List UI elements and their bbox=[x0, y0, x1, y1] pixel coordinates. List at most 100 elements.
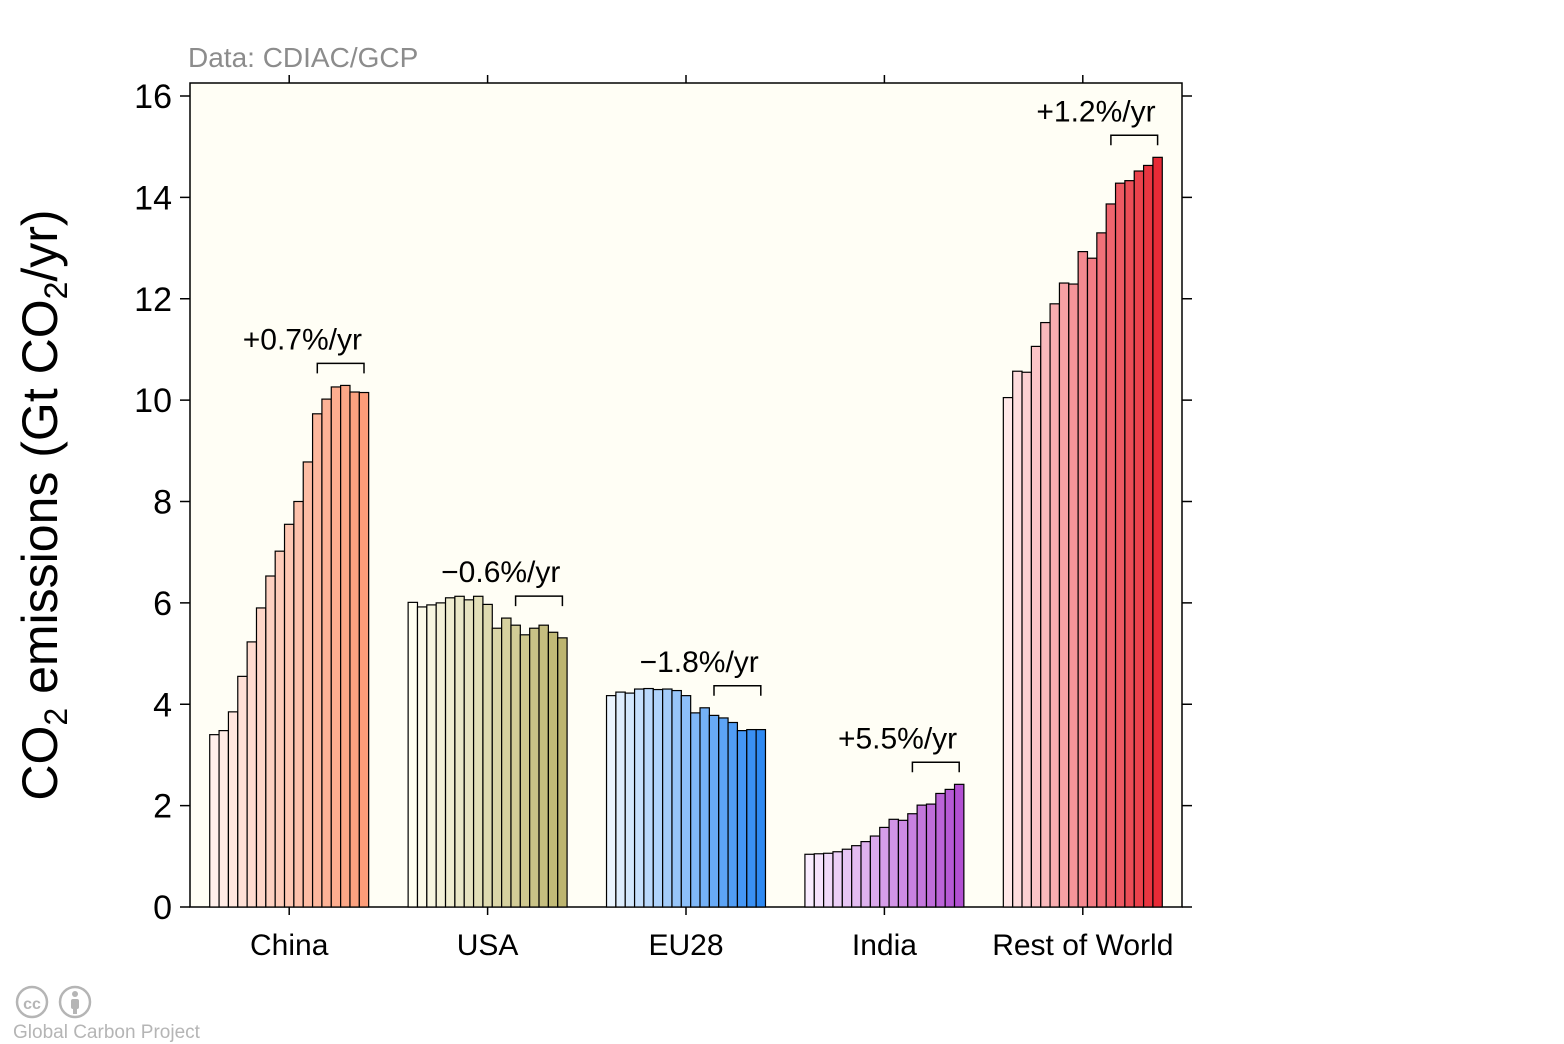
bar-india-5 bbox=[841, 848, 853, 908]
bar-eu28-6 bbox=[652, 688, 664, 908]
growth-bracket bbox=[316, 362, 365, 374]
category-label: USA bbox=[457, 929, 519, 962]
bar-india-6 bbox=[851, 845, 862, 908]
bar-rest-of-world-17 bbox=[1152, 156, 1163, 908]
bar-china-13 bbox=[321, 398, 332, 908]
y-tick-label: 6 bbox=[153, 585, 172, 623]
credit-text: Global Carbon Project bbox=[13, 1022, 201, 1043]
growth-rate-label: +5.5%/yr bbox=[838, 722, 957, 755]
bar-india-13 bbox=[916, 804, 928, 908]
bar-eu28-4 bbox=[633, 688, 645, 908]
bar-usa-4 bbox=[435, 602, 447, 908]
bar-china-9 bbox=[283, 523, 295, 908]
bar-rest-of-world-2 bbox=[1012, 370, 1023, 908]
bar-china-10 bbox=[293, 500, 304, 908]
bar-india-15 bbox=[935, 792, 946, 908]
bar-eu28-8 bbox=[671, 689, 682, 908]
bar-china-17 bbox=[358, 391, 370, 908]
bar-india-2 bbox=[813, 853, 825, 908]
bar-india-17 bbox=[953, 783, 965, 908]
category-label: Rest of World bbox=[992, 929, 1173, 962]
bar-eu28-12 bbox=[708, 714, 720, 908]
cc-icon: cc bbox=[15, 985, 49, 1019]
bar-rest-of-world-12 bbox=[1105, 203, 1117, 908]
bar-rest-of-world-13 bbox=[1114, 182, 1126, 908]
bar-rest-of-world-16 bbox=[1142, 164, 1154, 908]
bar-eu28-13 bbox=[718, 717, 729, 908]
bar-eu28-17 bbox=[755, 728, 767, 908]
y-axis-title-sub: 2 bbox=[38, 708, 74, 726]
bar-rest-of-world-1 bbox=[1002, 396, 1014, 908]
bar-eu28-7 bbox=[662, 688, 673, 908]
attribution-icon bbox=[58, 985, 92, 1019]
growth-rate-label: +0.7%/yr bbox=[243, 323, 362, 356]
bar-china-4 bbox=[237, 675, 248, 908]
y-tick-label: 4 bbox=[153, 686, 172, 724]
bar-india-16 bbox=[944, 788, 956, 908]
y-axis-title-sub2: 2 bbox=[38, 282, 74, 300]
y-tick-label: 16 bbox=[134, 78, 172, 116]
growth-rate-label: +1.2%/yr bbox=[1036, 95, 1155, 128]
bar-china-8 bbox=[274, 550, 286, 908]
bar-usa-14 bbox=[529, 627, 540, 908]
bar-rest-of-world-6 bbox=[1049, 303, 1061, 908]
growth-bracket bbox=[911, 761, 960, 773]
bar-china-12 bbox=[311, 413, 323, 908]
bar-china-15 bbox=[340, 384, 351, 908]
bar-china-16 bbox=[349, 391, 360, 908]
bar-china-11 bbox=[302, 461, 314, 908]
y-tick-label: 0 bbox=[153, 889, 172, 927]
bar-rest-of-world-10 bbox=[1086, 257, 1098, 908]
growth-bracket bbox=[1110, 134, 1159, 146]
bars-layer bbox=[209, 156, 1163, 908]
bar-eu28-2 bbox=[615, 691, 626, 908]
bar-rest-of-world-5 bbox=[1040, 321, 1051, 908]
bar-rest-of-world-8 bbox=[1068, 283, 1079, 908]
bar-china-6 bbox=[255, 607, 267, 908]
bar-rest-of-world-11 bbox=[1096, 232, 1107, 908]
bar-eu28-3 bbox=[624, 692, 636, 908]
bar-usa-12 bbox=[510, 624, 521, 908]
axes-layer: China USA EU28 India Rest of World 0 2 4 6 8 10 12 1… bbox=[134, 75, 1192, 962]
growth-rate-label: −0.6%/yr bbox=[441, 556, 560, 589]
bar-rest-of-world-14 bbox=[1124, 180, 1135, 908]
bar-usa-6 bbox=[454, 595, 465, 908]
bar-eu28-14 bbox=[727, 721, 739, 908]
bar-india-14 bbox=[925, 803, 937, 908]
bar-india-9 bbox=[879, 826, 890, 908]
bar-usa-13 bbox=[519, 634, 531, 908]
growth-rate-label: −1.8%/yr bbox=[640, 646, 759, 679]
bar-india-7 bbox=[860, 841, 871, 908]
bar-china-2 bbox=[218, 730, 230, 908]
bar-china-14 bbox=[330, 386, 342, 908]
bar-eu28-10 bbox=[690, 712, 701, 908]
y-axis-title-prefix: CO bbox=[12, 726, 68, 801]
bar-usa-2 bbox=[416, 606, 428, 908]
bar-china-1 bbox=[209, 734, 220, 908]
bar-eu28-15 bbox=[736, 730, 748, 908]
bar-usa-10 bbox=[491, 627, 503, 908]
bar-usa-15 bbox=[538, 624, 549, 908]
bar-rest-of-world-15 bbox=[1133, 170, 1145, 908]
brackets-layer: +0.7%/yr −0.6%/yr −1.8%/yr +5.5%/yr +1.2%/yr bbox=[243, 95, 1159, 773]
bar-eu28-11 bbox=[699, 707, 710, 908]
y-axis-title-middle: emissions (Gt CO bbox=[12, 299, 68, 707]
bar-rest-of-world-3 bbox=[1021, 371, 1032, 908]
y-tick-label: 8 bbox=[153, 484, 172, 522]
bar-india-11 bbox=[897, 819, 909, 908]
bar-india-10 bbox=[888, 818, 900, 908]
data-source-label: Data: CDIAC/GCP bbox=[188, 42, 418, 73]
bar-china-7 bbox=[265, 575, 276, 908]
bar-china-5 bbox=[246, 641, 258, 908]
bar-usa-16 bbox=[547, 631, 559, 908]
category-label: EU28 bbox=[648, 929, 723, 962]
category-label: China bbox=[250, 929, 329, 962]
bar-usa-11 bbox=[501, 617, 512, 908]
bar-usa-8 bbox=[472, 595, 484, 908]
category-label: India bbox=[852, 929, 917, 962]
y-axis-title: CO2 emissions (Gt CO2/yr) bbox=[12, 209, 74, 800]
bar-india-4 bbox=[832, 851, 843, 908]
license-logo: cc Global Carbon Project bbox=[13, 985, 201, 1043]
bar-eu28-9 bbox=[680, 695, 692, 908]
